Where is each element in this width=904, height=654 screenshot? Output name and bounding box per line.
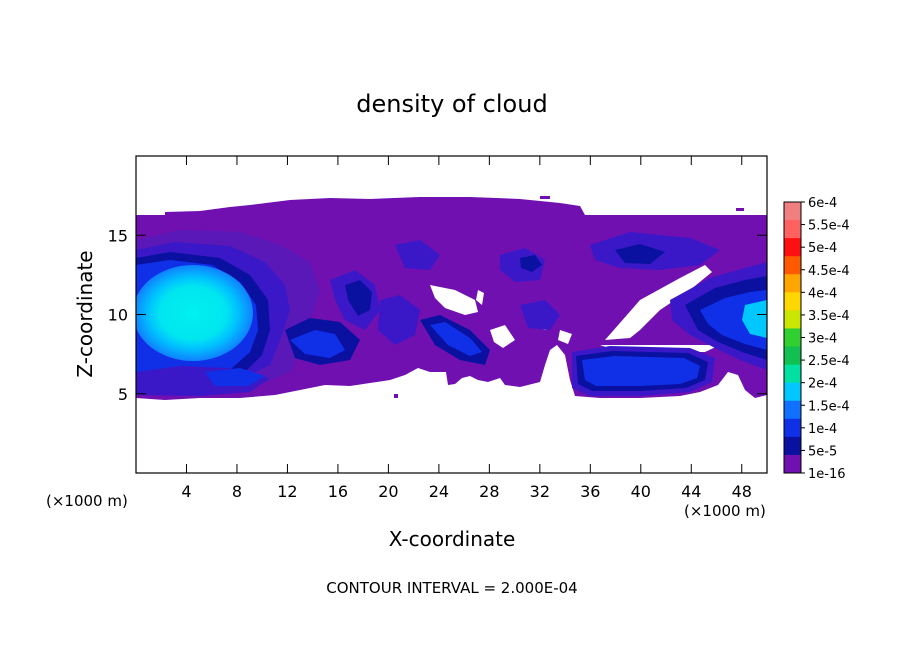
colorbar-label: 5e-5 — [808, 444, 837, 459]
x-axis-ticks: 4 8 12 16 20 24 28 32 36 40 44 48 — [181, 156, 752, 501]
colorbar-swatch — [784, 238, 801, 257]
contour-interval-label: CONTOUR INTERVAL = 2.000E-04 — [326, 579, 577, 597]
x-tick-label: 40 — [631, 482, 651, 501]
colorbar-label: 3e-4 — [808, 332, 837, 347]
colorbar-label: 4.5e-4 — [808, 264, 850, 279]
colorbar: 6e-4 5.5e-4 5e-4 4.5e-4 4e-4 3.5e-4 3e-4 2.5e-4… — [783, 196, 850, 482]
colorbar-swatch — [784, 346, 801, 366]
y-axis-ticks: 5 10 15 — [108, 226, 767, 404]
x-tick-label: 36 — [580, 482, 600, 501]
x-unit-label-left: (×1000 m) — [46, 492, 128, 510]
x-tick-label: 12 — [277, 482, 297, 501]
colorbar-label: 1e-16 — [808, 467, 846, 482]
x-tick-label: 4 — [181, 482, 191, 501]
x-unit-label-right: (×1000 m) — [684, 502, 766, 520]
cloud-core — [136, 265, 253, 361]
colorbar-label: 5.5e-4 — [808, 219, 850, 234]
colorbar-swatch — [784, 382, 801, 402]
x-tick-label: 24 — [429, 482, 449, 501]
y-axis-title: Z-coordinate — [73, 250, 97, 377]
colorbar-label: 5e-4 — [808, 241, 837, 256]
colorbar-label: 3.5e-4 — [808, 309, 850, 324]
x-tick-label: 20 — [378, 482, 398, 501]
colorbar-swatch — [784, 310, 801, 329]
y-tick-label: 15 — [108, 226, 128, 245]
colorbar-label: 4e-4 — [808, 286, 837, 301]
x-tick-label: 44 — [681, 482, 701, 501]
colorbar-label: 1.5e-4 — [808, 399, 850, 414]
colorbar-swatch — [784, 436, 801, 456]
x-tick-label: 28 — [479, 482, 499, 501]
colorbar-label: 1e-4 — [808, 422, 837, 437]
x-tick-label: 16 — [328, 482, 348, 501]
x-tick-label: 8 — [232, 482, 242, 501]
colorbar-swatch — [784, 418, 801, 438]
y-tick-label: 5 — [118, 385, 128, 404]
colorbar-swatch — [784, 202, 801, 221]
colorbar-swatch — [784, 292, 801, 311]
colorbar-swatch — [784, 364, 801, 384]
colorbar-label: 6e-4 — [808, 196, 837, 211]
colorbar-swatch — [784, 274, 801, 293]
colorbar-swatch — [784, 328, 801, 348]
colorbar-swatch — [784, 220, 801, 239]
colorbar-swatch — [784, 454, 801, 474]
colorbar-label: 2.5e-4 — [808, 354, 850, 369]
colorbar-label: 2e-4 — [808, 377, 837, 392]
x-axis-title: X-coordinate — [389, 527, 516, 551]
colorbar-swatch — [784, 400, 801, 420]
cloud-field — [136, 196, 767, 400]
x-tick-label: 32 — [530, 482, 550, 501]
colorbar-swatch — [784, 256, 801, 275]
chart-title: density of cloud — [356, 90, 547, 118]
x-tick-label: 48 — [732, 482, 752, 501]
y-tick-label: 10 — [108, 306, 128, 325]
